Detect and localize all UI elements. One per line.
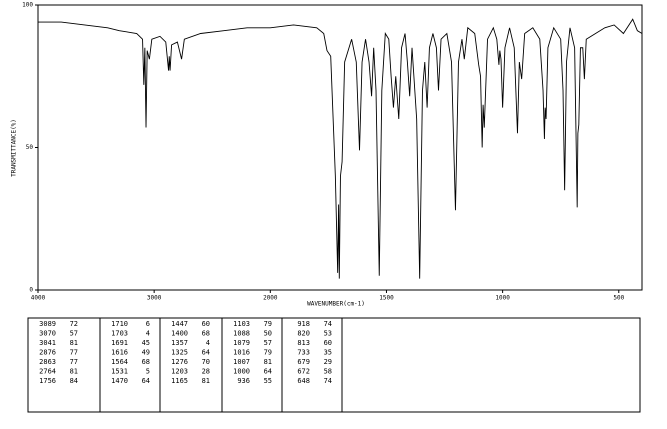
- peak-wavenumber: 1470: [111, 377, 128, 385]
- peak-wavenumber: 733: [297, 349, 310, 357]
- peak-transmittance: 74: [324, 320, 332, 328]
- peak-transmittance: 81: [70, 339, 78, 347]
- peak-wavenumber: 1276: [171, 358, 188, 366]
- x-tick-label: 2000: [263, 295, 278, 302]
- peak-transmittance: 35: [324, 349, 332, 357]
- peak-wavenumber: 1203: [171, 368, 188, 376]
- peak-transmittance: 57: [70, 330, 78, 338]
- peak-wavenumber: 1007: [233, 358, 250, 366]
- peak-transmittance: 60: [324, 339, 332, 347]
- peak-transmittance: 79: [264, 349, 272, 357]
- peak-wavenumber: 679: [297, 358, 310, 366]
- peak-wavenumber: 1447: [171, 320, 188, 328]
- peak-transmittance: 68: [202, 330, 210, 338]
- peak-wavenumber: 1079: [233, 339, 250, 347]
- peak-wavenumber: 3089: [39, 320, 56, 328]
- peak-transmittance: 55: [264, 377, 272, 385]
- y-axis-label: TRANSMITTANCE(%): [11, 119, 18, 177]
- peak-transmittance: 72: [70, 320, 78, 328]
- peak-transmittance: 60: [202, 320, 210, 328]
- x-tick-label: 1000: [495, 295, 510, 302]
- peak-transmittance: 77: [70, 358, 78, 366]
- x-tick-label: 3000: [147, 295, 162, 302]
- peak-transmittance: 6: [146, 320, 150, 328]
- x-tick-label: 1500: [379, 295, 394, 302]
- peak-transmittance: 57: [264, 339, 272, 347]
- peak-transmittance: 64: [264, 368, 272, 376]
- peak-wavenumber: 648: [297, 377, 310, 385]
- peak-wavenumber: 1616: [111, 349, 128, 357]
- peak-wavenumber: 1756: [39, 377, 56, 385]
- peak-wavenumber: 1691: [111, 339, 128, 347]
- peak-transmittance: 81: [202, 377, 210, 385]
- peak-transmittance: 84: [70, 377, 78, 385]
- peak-wavenumber: 2863: [39, 358, 56, 366]
- peak-wavenumber: 1103: [233, 320, 250, 328]
- peak-transmittance: 50: [264, 330, 272, 338]
- table-frame: [27, 317, 641, 413]
- peak-wavenumber: 1000: [233, 368, 250, 376]
- y-tick-label: 50: [26, 144, 34, 151]
- peak-wavenumber: 813: [297, 339, 310, 347]
- x-tick-label: 500: [613, 295, 624, 302]
- peak-wavenumber: 1531: [111, 368, 128, 376]
- peak-transmittance: 45: [142, 339, 150, 347]
- peak-transmittance: 68: [142, 358, 150, 366]
- peak-transmittance: 74: [324, 377, 332, 385]
- peak-wavenumber: 820: [297, 330, 310, 338]
- peak-transmittance: 5: [146, 368, 150, 376]
- x-axis-label: WAVENUMBER(cm-1): [307, 301, 365, 308]
- peak-wavenumber: 918: [297, 320, 310, 328]
- peak-transmittance: 70: [202, 358, 210, 366]
- peak-transmittance: 49: [142, 349, 150, 357]
- peak-table: 3089 72 3070 57 3041 81 2876 77 2863 77 2764 81 1756…: [39, 318, 343, 412]
- peak-transmittance: 77: [70, 349, 78, 357]
- peak-transmittance: 4: [206, 339, 210, 347]
- peak-transmittance: 64: [142, 377, 150, 385]
- peak-wavenumber: 1357: [171, 339, 188, 347]
- peak-transmittance: 64: [202, 349, 210, 357]
- peak-wavenumber: 2764: [39, 368, 56, 376]
- y-tick-label: 0: [29, 287, 33, 294]
- peak-transmittance: 79: [264, 320, 272, 328]
- peak-wavenumber: 1016: [233, 349, 250, 357]
- peak-wavenumber: 1165: [171, 377, 188, 385]
- peak-wavenumber: 3070: [39, 330, 56, 338]
- peak-wavenumber: 1703: [111, 330, 128, 338]
- peak-wavenumber: 3041: [39, 339, 56, 347]
- peak-wavenumber: 1564: [111, 358, 128, 366]
- peak-wavenumber: 1400: [171, 330, 188, 338]
- peak-wavenumber: 2876: [39, 349, 56, 357]
- peak-transmittance: 4: [146, 330, 150, 338]
- y-tick-label: 100: [22, 2, 33, 9]
- spectrum-line: [38, 18, 643, 279]
- peak-wavenumber: 936: [237, 377, 250, 385]
- peak-wavenumber: 1325: [171, 349, 188, 357]
- peak-transmittance: 58: [324, 368, 332, 376]
- x-tick-label: 4000: [31, 295, 46, 302]
- peak-transmittance: 53: [324, 330, 332, 338]
- peak-transmittance: 29: [324, 358, 332, 366]
- peak-transmittance: 81: [264, 358, 272, 366]
- peak-transmittance: 28: [202, 368, 210, 376]
- peak-wavenumber: 1710: [111, 320, 128, 328]
- peak-wavenumber: 672: [297, 368, 310, 376]
- peak-transmittance: 81: [70, 368, 78, 376]
- peak-wavenumber: 1088: [233, 330, 250, 338]
